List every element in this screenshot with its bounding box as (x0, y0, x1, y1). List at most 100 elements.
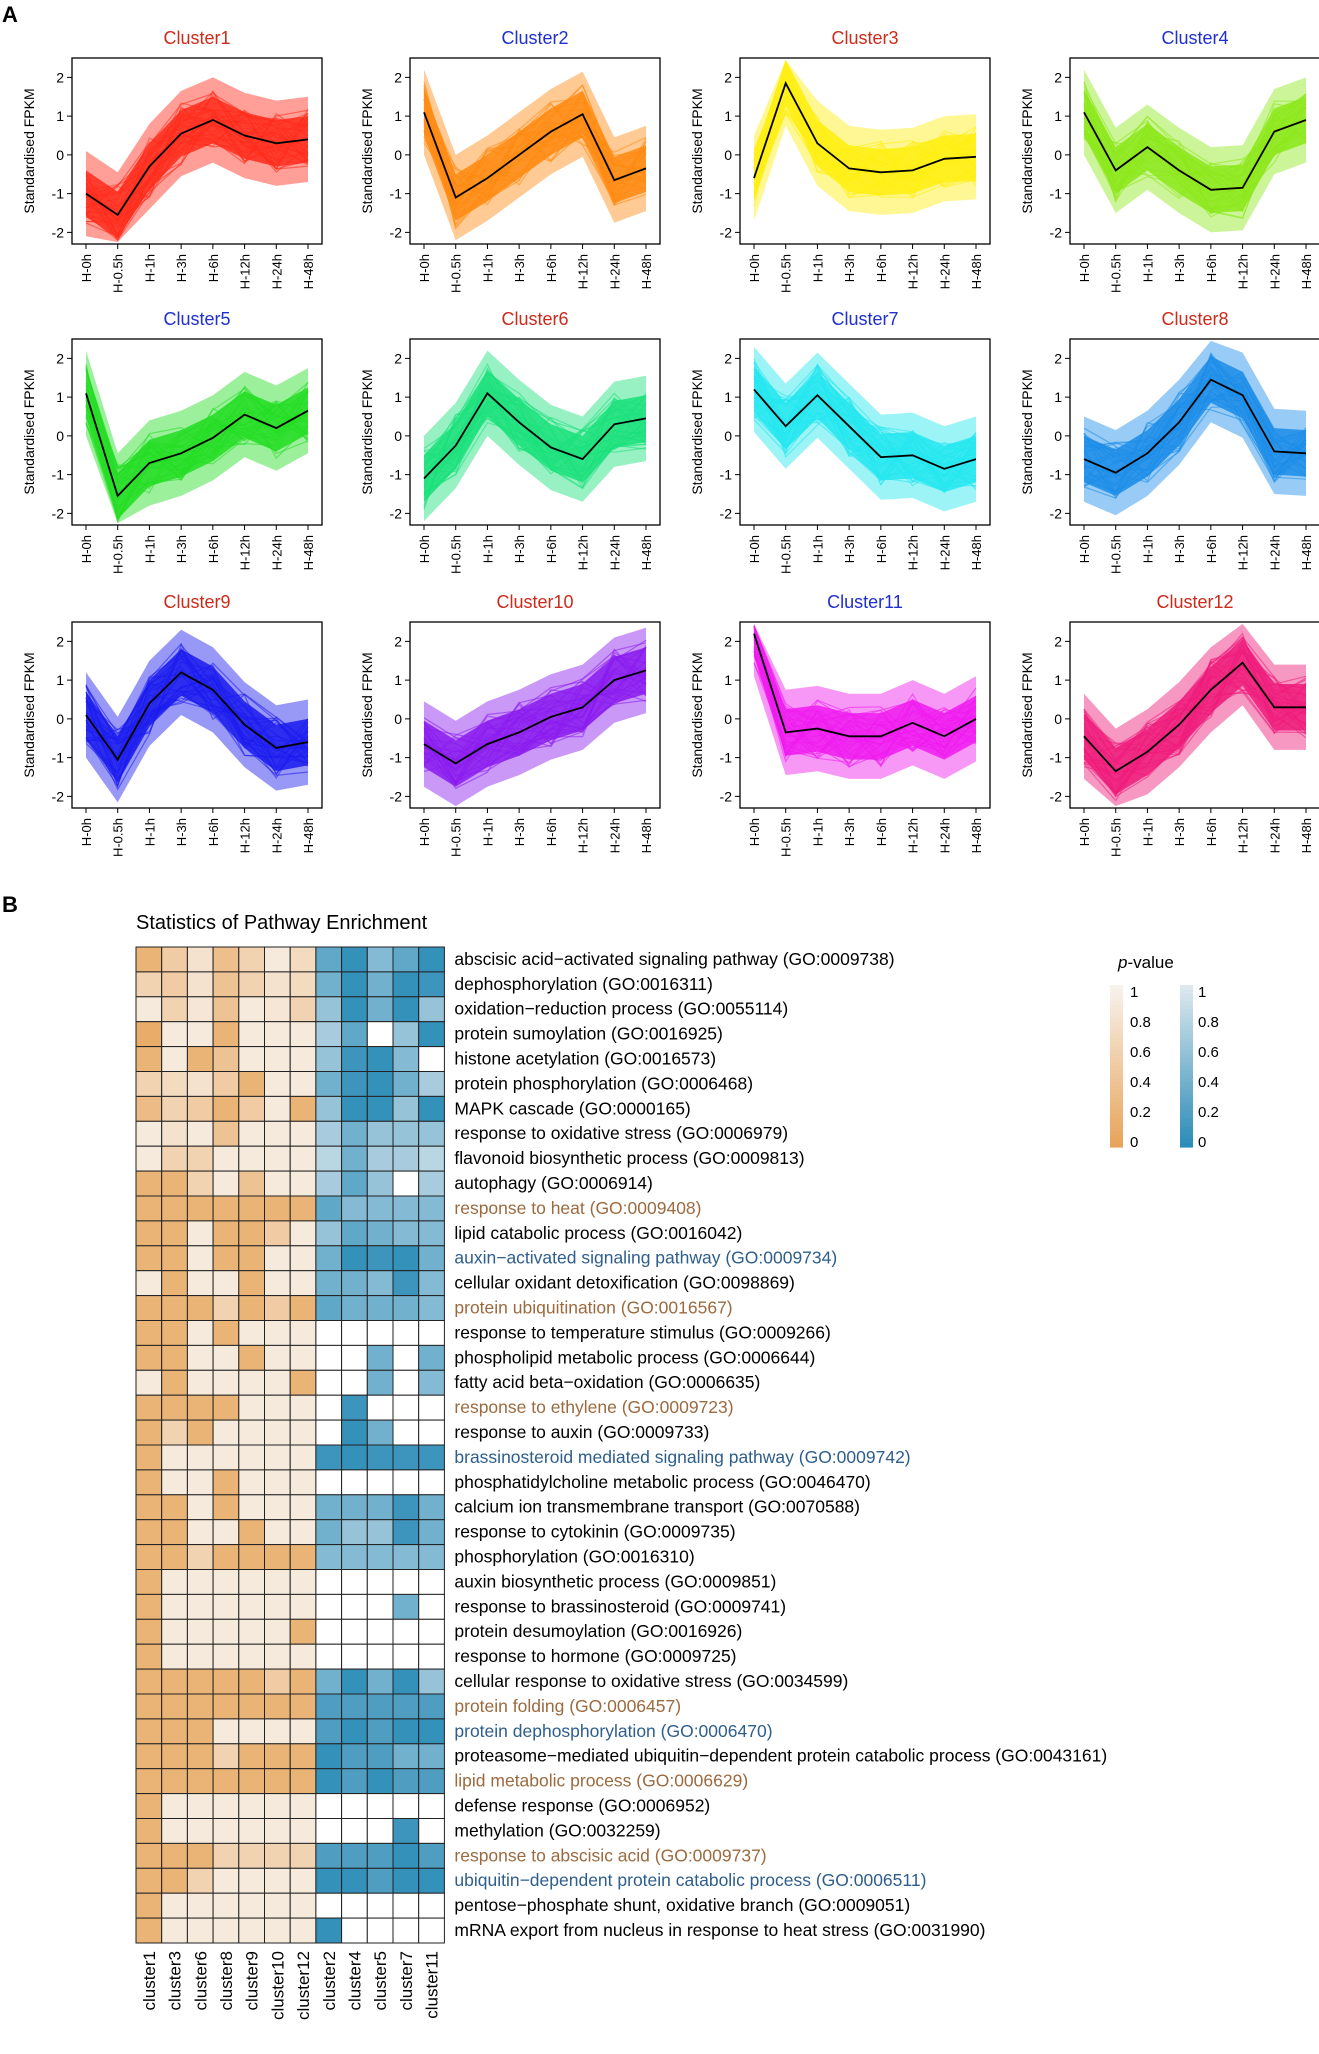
heatmap-cell (366, 1494, 394, 1521)
heatmap-cell (264, 1618, 291, 1645)
heatmap-cell (315, 1095, 343, 1122)
x-tick-label: H-24h (1267, 535, 1282, 570)
go-term-label: protein desumoylation (GO:0016926) (454, 1621, 742, 1641)
legend-cool-swatch (1180, 1070, 1193, 1075)
x-tick-label: H-1h (480, 818, 495, 846)
heatmap-cell (289, 1892, 317, 1919)
heatmap-cell (392, 1394, 420, 1421)
cluster-chart-6: Cluster6 -2 -1 0 1 2 Standardised FPKM H-0h H-0.… (359, 309, 661, 574)
x-tick-label: H-0.5h (111, 254, 126, 293)
heatmap-cell (264, 1270, 291, 1297)
heatmap-cell (264, 1021, 291, 1048)
x-tick-label: H-24h (937, 818, 952, 853)
y-tick-label: 0 (1054, 147, 1062, 163)
heatmap-cell (418, 946, 445, 973)
x-tick-label: H-1h (1140, 254, 1155, 282)
heatmap-cell (392, 1569, 420, 1595)
heatmap-cell (264, 1768, 291, 1795)
heatmap-cell (418, 1469, 445, 1496)
go-term-label: flavonoid biosynthetic process (GO:00098… (454, 1148, 804, 1168)
heatmap-cell (212, 1220, 240, 1247)
heatmap-cell (135, 1369, 163, 1396)
legend-warm-swatch (1110, 993, 1123, 998)
heatmap-cell (264, 1095, 291, 1122)
y-tick-label: 0 (1054, 428, 1062, 444)
x-tick-label: H-1h (142, 254, 157, 282)
heatmap-cell (186, 1071, 214, 1097)
go-term-label: brassinosteroid mediated signaling pathw… (454, 1447, 910, 1467)
cluster-column-label: cluster8 (217, 1951, 236, 2011)
heatmap-cell (289, 1320, 317, 1346)
go-term-label: methylation (GO:0032259) (454, 1820, 660, 1840)
heatmap-cell (135, 1295, 163, 1321)
heatmap-cell (135, 1519, 163, 1546)
y-tick-label: 1 (1054, 389, 1062, 405)
y-tick-label: 1 (394, 672, 402, 688)
x-tick-label: H-24h (269, 254, 284, 289)
heatmap-cell (366, 1469, 394, 1496)
plot-frame (1069, 338, 1319, 526)
heatmap-cell (392, 996, 420, 1023)
heatmap-cell (366, 946, 394, 973)
heatmap-cell (186, 1668, 214, 1695)
heatmap-cell (418, 1917, 445, 1944)
heatmap-cell (418, 1593, 445, 1620)
legend-cool-swatch (1180, 1078, 1193, 1083)
heatmap-cell (135, 1718, 163, 1745)
y-axis-label: Standardised FPKM (359, 88, 375, 213)
heatmap-cell (186, 1419, 214, 1446)
heatmap-cell (289, 1768, 317, 1795)
heatmap-cell (418, 1046, 445, 1072)
heatmap-cell (186, 1369, 214, 1396)
heatmap-cell (212, 1295, 240, 1321)
heatmap-cell (315, 1046, 343, 1072)
heatmap-cell (392, 1120, 420, 1147)
heatmap-cell (289, 1593, 317, 1620)
legend-cool-swatch (1180, 993, 1193, 998)
legend-warm-swatch (1110, 1037, 1123, 1043)
x-tick-label: H-3h (1172, 254, 1187, 282)
x-tick-label: H-6h (544, 818, 559, 846)
legend-cool-swatch (1180, 1090, 1193, 1095)
heatmap-cell (315, 1145, 343, 1172)
y-tick-label: 0 (724, 711, 732, 727)
heatmap-cell (289, 1544, 317, 1570)
legend-warm-swatch (1110, 1070, 1123, 1075)
heatmap-cell (135, 1544, 163, 1570)
heatmap-cell (341, 1046, 368, 1072)
legend-warm-swatch (1110, 989, 1123, 994)
heatmap-cell (161, 1120, 188, 1147)
y-axis-label: Standardised FPKM (689, 88, 705, 213)
x-tick-label: H-12h (906, 535, 921, 570)
cluster-chart-1: Cluster1 -2 -1 0 1 2 Standardised FPKM H-0h H-0.… (21, 28, 323, 293)
heatmap-cell (161, 1892, 188, 1919)
heatmap-cell (238, 1245, 266, 1272)
heatmap-cell (135, 1768, 163, 1795)
heatmap-cell (315, 1668, 343, 1695)
heatmap-cell (135, 1245, 163, 1272)
x-tick-label: H-3h (512, 818, 527, 846)
heatmap-cell (238, 1569, 266, 1595)
x-tick-label: H-12h (906, 818, 921, 853)
heatmap-cell (135, 1569, 163, 1595)
heatmap-cell (341, 1071, 368, 1097)
y-tick-label: 0 (724, 428, 732, 444)
heatmap-cell (366, 1095, 394, 1122)
heatmap-cell (366, 1369, 394, 1396)
y-tick-label: -2 (1050, 224, 1063, 240)
heatmap-cell (161, 946, 188, 973)
cluster-title: Cluster2 (501, 28, 568, 48)
heatmap-cell (392, 946, 420, 973)
plot-frame (739, 57, 991, 245)
cluster-column-label: cluster11 (423, 1951, 442, 2019)
heatmap-cell (186, 1867, 214, 1894)
go-term-label: lipid metabolic process (GO:0006629) (454, 1771, 748, 1791)
heatmap-cell (341, 996, 368, 1023)
x-tick-label: H-12h (238, 818, 253, 853)
plot-frame (739, 621, 991, 809)
legend-tick-cool: 0.2 (1198, 1104, 1219, 1121)
y-tick-label: -2 (1050, 788, 1063, 804)
x-tick-label: H-24h (269, 535, 284, 570)
legend-warm-swatch (1110, 1078, 1123, 1083)
centroid-line (753, 80, 977, 179)
